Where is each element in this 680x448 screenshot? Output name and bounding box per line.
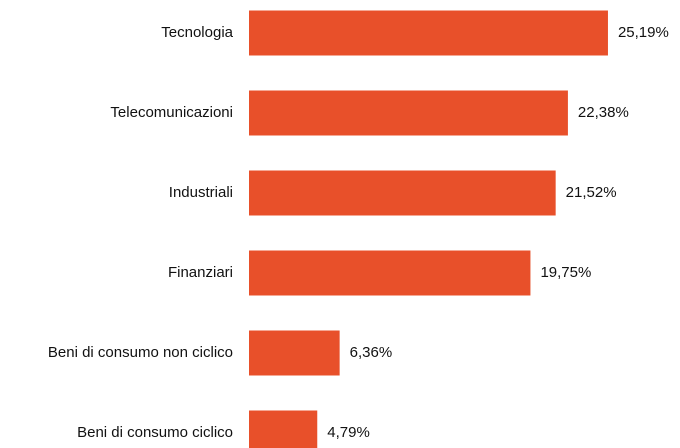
category-label: Finanziari (168, 264, 233, 281)
value-label: 19,75% (540, 264, 591, 281)
bar (249, 410, 318, 448)
value-label: 25,19% (618, 24, 669, 41)
bar (249, 10, 608, 56)
category-label: Telecomunicazioni (110, 104, 233, 121)
value-label: 21,52% (566, 184, 617, 201)
bar (249, 90, 568, 136)
category-label: Beni di consumo non ciclico (48, 344, 233, 361)
bar (249, 330, 340, 376)
value-label: 4,79% (327, 424, 370, 441)
bar (249, 170, 556, 216)
value-label: 22,38% (578, 104, 629, 121)
category-label: Tecnologia (161, 24, 233, 41)
category-label: Beni di consumo ciclico (77, 424, 233, 441)
category-label: Industriali (169, 184, 233, 201)
value-label: 6,36% (350, 344, 393, 361)
bar (249, 250, 531, 296)
